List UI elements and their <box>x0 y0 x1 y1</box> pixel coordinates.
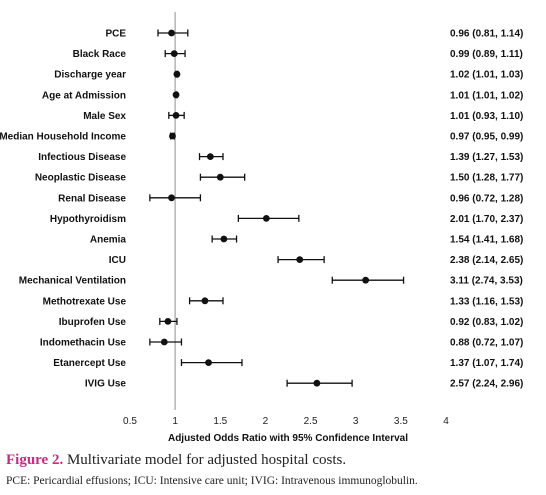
odds-ratio-point <box>220 235 228 243</box>
figure-note: PCE: Pericardial effusions; ICU: Intensi… <box>6 475 418 487</box>
odds-ratio-point <box>206 153 214 161</box>
figure-title-line: Figure 2. Multivariate model for adjuste… <box>6 451 542 470</box>
row-ci-text: 0.92 (0.83, 1.02) <box>450 317 523 328</box>
odds-ratio-point <box>262 215 270 222</box>
row-label: PCE <box>105 29 126 40</box>
row-label: Ibuprofen Use <box>59 317 127 328</box>
x-axis-ticks: 0.5 1 1.5 2 2.5 3 3.5 4 <box>123 416 449 427</box>
row-ci-text: 0.99 (0.89, 1.11) <box>450 49 523 60</box>
odds-ratio-point <box>201 297 209 305</box>
row-ci-text: 3.11 (2.74, 3.53) <box>450 276 523 287</box>
row-label: Infectious Disease <box>38 152 126 163</box>
row-ci-text: 0.88 (0.72, 1.07) <box>450 338 523 349</box>
figure-caption: Figure 2. Multivariate model for adjuste… <box>6 451 542 489</box>
x-tick-label: 2.5 <box>304 416 318 427</box>
row-label: Methotrexate Use <box>43 296 127 307</box>
row-label: Black Race <box>73 49 127 60</box>
row-label: Anemia <box>90 235 127 246</box>
odds-ratio-point <box>205 359 212 366</box>
forest-rows: PCE 0.96 (0.81, 1.14) Black Race 0.99 (0.89… <box>0 29 523 390</box>
row-label: Indomethacin Use <box>40 338 127 349</box>
row-label: Median Household Income <box>0 132 126 143</box>
odds-ratio-point <box>160 338 168 346</box>
x-tick-label: 3.5 <box>394 416 408 427</box>
x-tick-label: 4 <box>443 416 449 427</box>
odds-ratio-point <box>172 112 180 119</box>
row-ci-text: 1.39 (1.27, 1.53) <box>450 152 523 163</box>
row-label: Hypothyroidism <box>50 214 126 225</box>
figure-title: Multivariate model for adjusted hospital… <box>66 452 347 468</box>
x-tick-label: 1.5 <box>213 416 227 427</box>
odds-ratio-point <box>172 91 180 99</box>
forest-marks <box>149 29 405 387</box>
row-label: Discharge year <box>54 70 126 81</box>
row-label: Neoplastic Disease <box>35 173 127 184</box>
row-ci-text: 1.54 (1.41, 1.68) <box>450 235 523 246</box>
odds-ratio-point <box>164 318 172 325</box>
odds-ratio-point <box>313 379 321 387</box>
x-tick-label: 1 <box>172 416 178 427</box>
x-tick-label: 0.5 <box>123 416 137 427</box>
odds-ratio-point <box>173 70 181 78</box>
row-label: Male Sex <box>83 111 126 122</box>
row-ci-text: 0.97 (0.95, 0.99) <box>450 132 523 143</box>
row-ci-text: 1.33 (1.16, 1.53) <box>450 296 523 307</box>
row-ci-text: 2.57 (2.24, 2.96) <box>450 379 523 390</box>
row-label: Age at Admission <box>42 90 126 101</box>
row-ci-text: 1.37 (1.07, 1.74) <box>450 358 523 369</box>
row-ci-text: 1.02 (1.01, 1.03) <box>450 70 523 81</box>
odds-ratio-point <box>362 276 370 284</box>
odds-ratio-point <box>168 194 175 202</box>
row-label: Mechanical Ventilation <box>19 276 126 287</box>
figure-label: Figure 2. <box>6 452 64 468</box>
odds-ratio-point <box>168 29 175 37</box>
x-tick-label: 3 <box>353 416 359 427</box>
x-tick-label: 2 <box>263 416 269 427</box>
row-ci-text: 1.01 (0.93, 1.10) <box>450 111 523 122</box>
row-ci-text: 0.96 (0.81, 1.14) <box>450 29 523 40</box>
row-ci-text: 2.38 (2.14, 2.65) <box>450 255 523 266</box>
row-label: IVIG Use <box>85 379 127 390</box>
odds-ratio-point <box>169 132 176 140</box>
odds-ratio-point <box>170 50 178 57</box>
odds-ratio-point <box>296 256 304 263</box>
row-ci-text: 1.01 (1.01, 1.02) <box>450 90 523 101</box>
odds-ratio-point <box>216 173 224 181</box>
x-axis-label: Adjusted Odds Ratio with 95% Confidence … <box>168 433 408 444</box>
row-ci-text: 2.01 (1.70, 2.37) <box>450 214 523 225</box>
row-label: Etanercept Use <box>53 358 126 369</box>
row-ci-text: 1.50 (1.28, 1.77) <box>450 173 523 184</box>
row-label: ICU <box>109 255 126 266</box>
row-ci-text: 0.96 (0.72, 1.28) <box>450 193 523 204</box>
row-label: Renal Disease <box>58 193 126 204</box>
